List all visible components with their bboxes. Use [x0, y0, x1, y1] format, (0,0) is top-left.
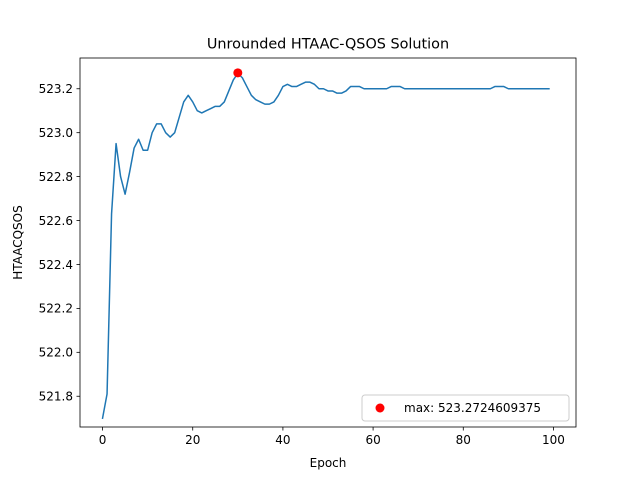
y-tick-label: 523.0 [39, 126, 73, 140]
series-line-0 [101, 72, 550, 420]
x-axis-label: Epoch [310, 456, 347, 470]
x-axis: 0 20 40 60 80 100 [99, 427, 565, 447]
y-tick-label: 522.2 [39, 302, 73, 316]
y-axis: 521.8 522.0 522.2 522.4 522.6 522.8 523.0 523.2 [39, 82, 80, 404]
legend-box [361, 394, 570, 422]
x-tick-label: 60 [365, 433, 380, 447]
y-tick-label: 522.4 [39, 258, 73, 272]
legend-max-label: max: 523.2724609375 [404, 401, 541, 415]
x-tick-label: 40 [275, 433, 290, 447]
chart-title: Unrounded HTAAC-QSOS Solution [207, 37, 449, 53]
plot-area [101, 68, 550, 420]
y-tick-label: 522.6 [39, 214, 73, 228]
max-point-marker [233, 68, 243, 78]
y-tick-label: 522.8 [39, 170, 73, 184]
y-tick-label: 523.2 [39, 82, 73, 96]
y-tick-label: 521.8 [39, 390, 73, 404]
y-tick-label: 522.0 [39, 346, 73, 360]
y-axis-label: HTAACQSOS [11, 205, 25, 279]
x-tick-label: 80 [456, 433, 471, 447]
x-tick-label: 20 [185, 433, 200, 447]
plot-frame [79, 57, 577, 428]
x-tick-label: 0 [99, 433, 107, 447]
x-tick-label: 100 [542, 433, 565, 447]
legend-max-marker [375, 403, 385, 413]
legend: max: 523.2724609375 [361, 394, 570, 422]
